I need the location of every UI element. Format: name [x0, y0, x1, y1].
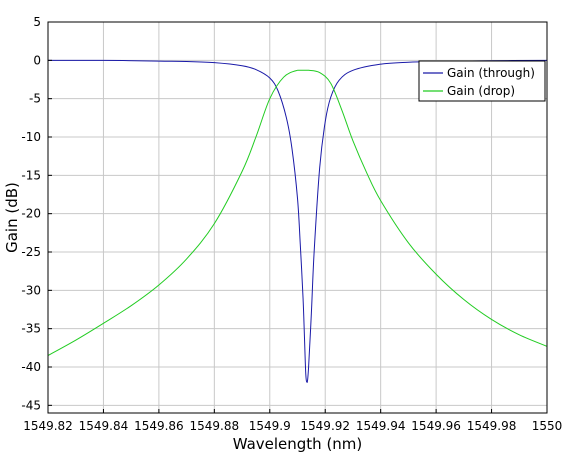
y-tick-label: -5	[29, 92, 41, 106]
x-tick-label: 1549.98	[467, 419, 517, 433]
series-line-drop	[47, 69, 548, 356]
x-tick-label: 1549.84	[79, 419, 129, 433]
series-group	[47, 59, 548, 383]
x-tick-label: 1549.86	[134, 419, 184, 433]
y-tick-label: -10	[21, 130, 41, 144]
legend-box	[418, 60, 546, 102]
ticks: 1549.82 1549.84 1549.86 1549.88 1549.9 1549.9…	[21, 15, 562, 433]
y-tick-label: 5	[33, 15, 41, 29]
x-tick-label: 1549.92	[300, 419, 350, 433]
x-tick-label: 1549.94	[356, 419, 406, 433]
y-tick-label: -25	[21, 245, 41, 259]
y-tick-label: -15	[21, 168, 41, 182]
y-tick-label: -45	[21, 398, 41, 412]
x-tick-label: 1549.9	[249, 419, 291, 433]
x-tick-label: 1549.88	[190, 419, 240, 433]
y-tick-label: -40	[21, 360, 41, 374]
series-line-through	[48, 59, 548, 383]
y-tick-label: -30	[21, 283, 41, 297]
x-tick-label: 1549.82	[23, 419, 73, 433]
y-tick-label: -35	[21, 322, 41, 336]
legend: Gain (through) Gain (drop)	[418, 60, 546, 102]
legend-label-drop: Gain (drop)	[447, 84, 515, 98]
x-tick-label: 1549.96	[411, 419, 461, 433]
y-tick-label: 0	[33, 53, 41, 67]
y-tick-label: -20	[21, 207, 41, 221]
x-axis-label: Wavelength (nm)	[233, 435, 363, 453]
legend-label-through: Gain (through)	[447, 66, 535, 80]
plot-frame	[47, 21, 548, 414]
x-tick-label: 1550	[532, 419, 563, 433]
y-axis-label: Gain (dB)	[3, 182, 21, 253]
